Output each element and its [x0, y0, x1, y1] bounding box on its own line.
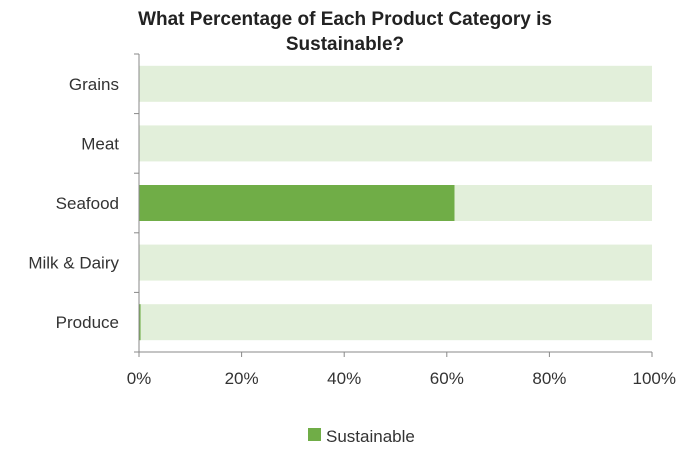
bars-layer: [139, 65, 652, 341]
chart-title-line-2: Sustainable?: [286, 34, 404, 55]
bar-background-meat: [139, 125, 652, 162]
category-label-seafood: Seafood: [56, 194, 119, 213]
x-tick-label: 60%: [430, 369, 464, 388]
bar-background-milk-dairy: [139, 244, 652, 281]
legend-label-sustainable: Sustainable: [326, 427, 415, 446]
chart-title-line-1: What Percentage of Each Product Category…: [138, 9, 552, 30]
x-tick-label: 20%: [225, 369, 259, 388]
bar-background-produce: [139, 304, 652, 341]
x-tick-label: 100%: [633, 369, 676, 388]
legend: Sustainable: [308, 427, 415, 446]
category-label-grains: Grains: [69, 75, 119, 94]
category-label-milk-dairy: Milk & Dairy: [28, 254, 119, 273]
legend-swatch-sustainable: [308, 428, 321, 441]
axis-layer: Grains Meat Seafood Milk & Dairy Produce 0% 20…: [28, 53, 676, 388]
x-tick-label: 80%: [532, 369, 566, 388]
category-label-produce: Produce: [56, 313, 119, 332]
category-label-meat: Meat: [81, 134, 119, 153]
bar-background-grains: [139, 65, 652, 102]
bar-seafood: [139, 185, 455, 221]
x-tick-label: 40%: [327, 369, 361, 388]
bar-produce: [139, 304, 141, 341]
x-tick-label: 0%: [127, 369, 152, 388]
